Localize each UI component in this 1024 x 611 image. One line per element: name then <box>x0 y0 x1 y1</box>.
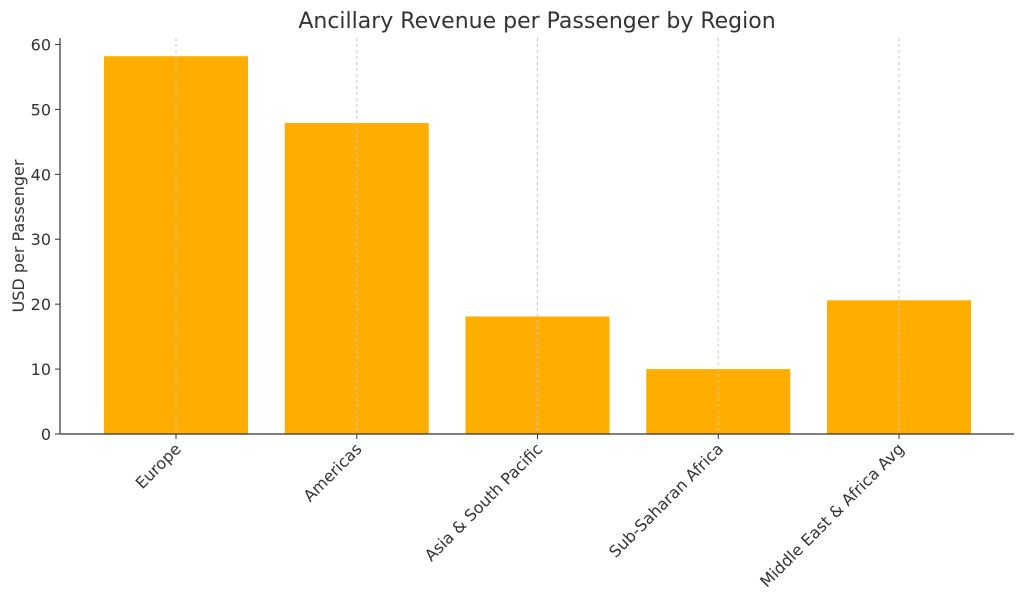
x-tick-label-2: Asia & South Pacific <box>421 439 547 565</box>
chart-title: Ancillary Revenue per Passenger by Regio… <box>298 9 775 34</box>
y-axis-label: USD per Passenger <box>9 159 28 312</box>
y-tick-label-3: 30 <box>31 230 51 249</box>
x-tick-label-1: Americas <box>300 439 366 505</box>
x-tick-label-0: Europe <box>132 439 185 492</box>
y-tick-label-4: 40 <box>31 165 51 184</box>
x-tick-label-3: Sub-Saharan Africa <box>605 439 727 561</box>
y-tick-label-1: 10 <box>31 360 51 379</box>
x-ticks: Europe Americas Asia & South Pacific Sub-Sa… <box>132 434 908 591</box>
bar-0 <box>104 56 248 434</box>
y-tick-label-0: 0 <box>41 425 51 444</box>
y-tick-label-2: 20 <box>31 295 51 314</box>
y-tick-label-6: 60 <box>31 35 51 54</box>
y-ticks: 0 10 20 30 40 50 60 <box>31 35 60 444</box>
grid-lines <box>175 38 900 434</box>
y-tick-label-5: 50 <box>31 100 51 119</box>
x-tick-label-4: Middle East & Africa Avg <box>756 439 908 591</box>
